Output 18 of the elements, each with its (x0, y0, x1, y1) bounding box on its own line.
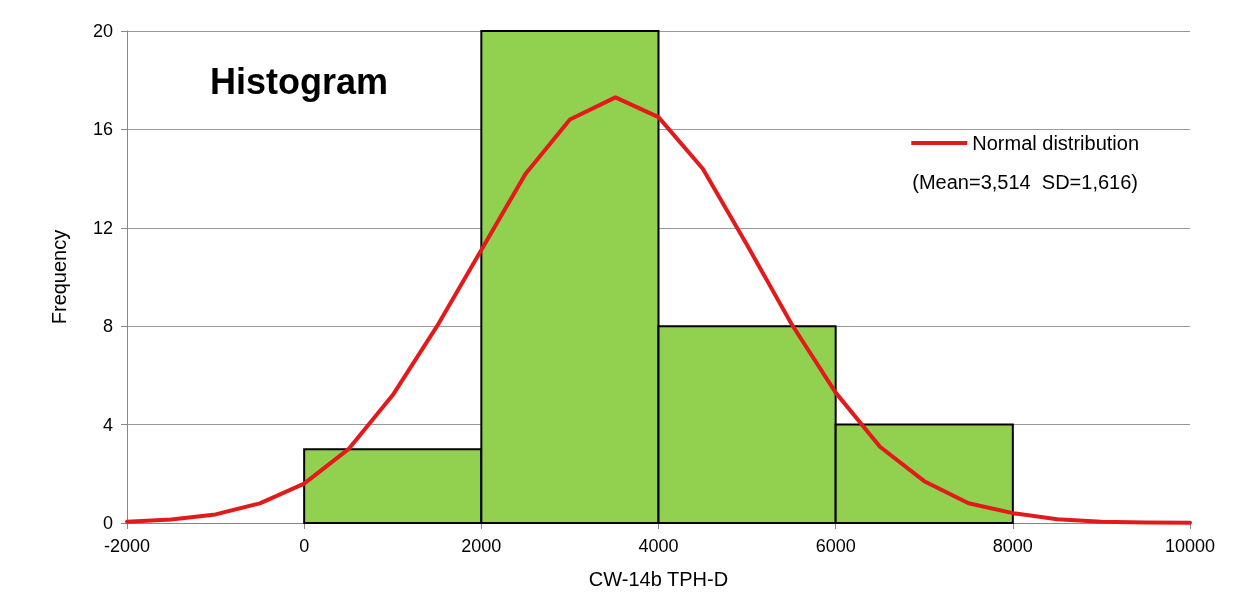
y-tick-label: 16 (92, 119, 113, 140)
x-tick-label: 10000 (1164, 536, 1216, 556)
text: Histogram (210, 60, 389, 102)
x-tick-label: 6000 (815, 536, 856, 556)
x-tick-label: 4000 (638, 536, 679, 556)
annotation: (Mean=3,514 SD=1,616) (912, 171, 1138, 193)
x-tick-label: 0 (299, 536, 310, 556)
y-tick-label: 0 (102, 513, 113, 533)
y-tick-label: 4 (102, 414, 113, 435)
y-tick-label: 8 (102, 316, 113, 337)
x-axis-title: CW-14b TPH-D (588, 568, 729, 590)
y-tick-label: 20 (92, 21, 113, 41)
x-tick-label: 8000 (992, 536, 1033, 556)
x-tick-label: 2000 (461, 536, 502, 556)
y-axis-title: Frequency (48, 229, 70, 325)
y-tick-label: 12 (92, 217, 113, 238)
x-tick-label: -2000 (103, 536, 151, 556)
legend-label: Normal distribution (972, 132, 1140, 154)
